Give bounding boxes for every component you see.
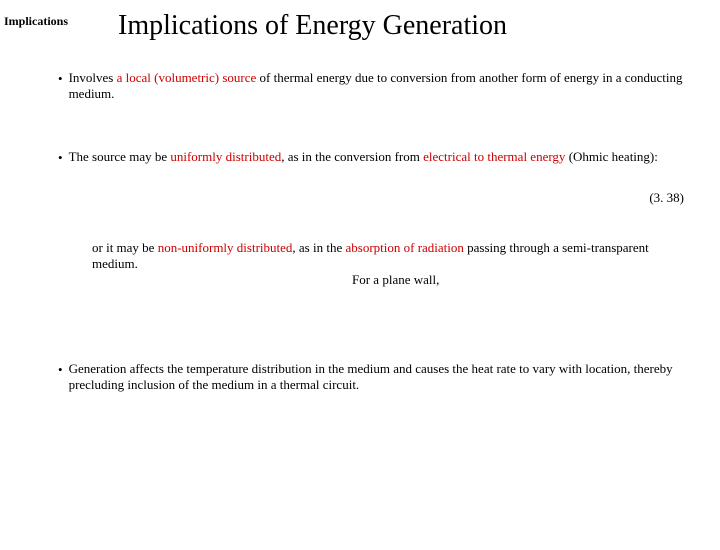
b2-em2: electrical to thermal energy (423, 149, 565, 164)
equation-row: (3. 38) (58, 176, 690, 220)
b2-em1: uniformly distributed (170, 149, 281, 164)
s1-em1: non-uniformly distributed (158, 240, 293, 255)
b1-em1: a local (volumetric) source (117, 70, 257, 85)
bullet-3: • Generation affects the temperature dis… (58, 361, 690, 394)
b1-lead: Involves (69, 70, 117, 85)
bullet-2: • The source may be uniformly distribute… (58, 149, 690, 166)
b2-mid: , as in the conversion from (281, 149, 423, 164)
s1-em2: absorption of radiation (345, 240, 463, 255)
slide-title: Implications of Energy Generation (118, 10, 720, 42)
b2-lead: The source may be (69, 149, 171, 164)
bullet-dot: • (58, 149, 63, 166)
equation-number: (3. 38) (649, 190, 684, 206)
section-label: Implications (4, 14, 68, 29)
b2-tail: (Ohmic heating): (565, 149, 657, 164)
bullet-dot: • (58, 361, 63, 394)
s1-lead: or it may be (92, 240, 158, 255)
bullet-dot: • (58, 70, 63, 103)
bullet-3-text: Generation affects the temperature distr… (69, 361, 690, 394)
sub-paragraph-1: or it may be non-uniformly distributed, … (92, 240, 690, 289)
plane-wall-text: For a plane wall, (352, 272, 439, 288)
bullet-1: • Involves a local (volumetric) source o… (58, 70, 690, 103)
bullet-1-text: Involves a local (volumetric) source of … (69, 70, 690, 103)
bullet-2-text: The source may be uniformly distributed,… (69, 149, 690, 166)
content-area: • Involves a local (volumetric) source o… (58, 70, 690, 393)
s1-mid: , as in the (292, 240, 345, 255)
